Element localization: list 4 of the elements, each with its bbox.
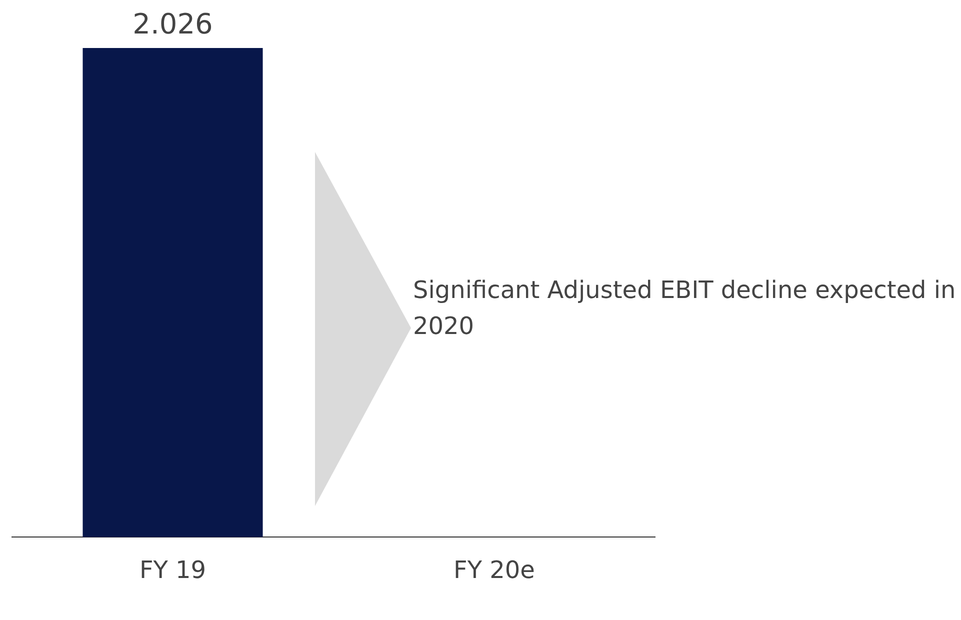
- data-label: 2.026: [132, 7, 213, 40]
- annotation: Significant Adjusted EBIT decline expected in 2020: [413, 275, 957, 342]
- x-tick-label: FY 19: [139, 556, 206, 584]
- x-tick-label: FY 20e: [454, 556, 535, 584]
